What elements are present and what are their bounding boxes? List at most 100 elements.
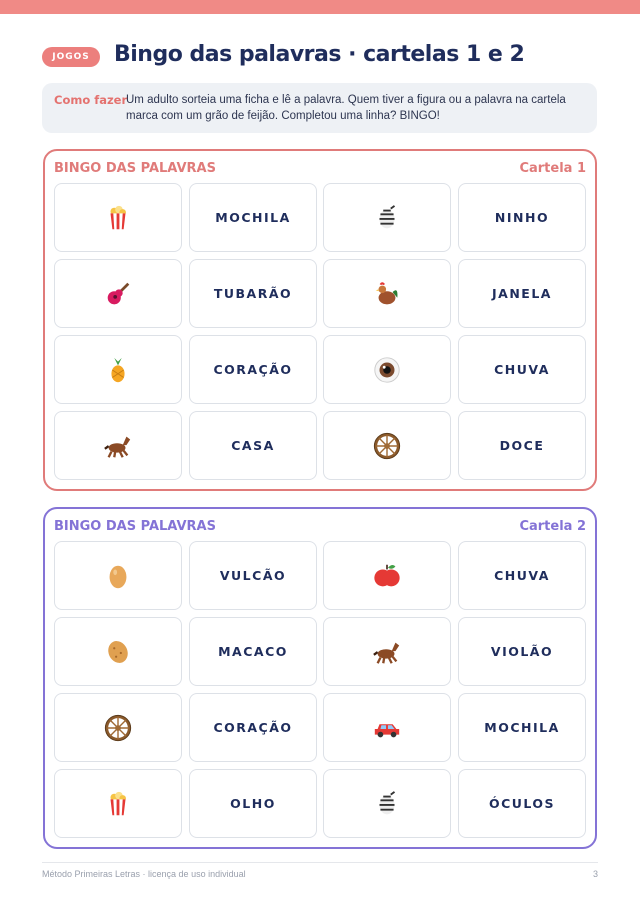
icon-cell bbox=[54, 693, 182, 762]
icon-cell bbox=[323, 617, 451, 686]
word: NINHO bbox=[494, 210, 550, 225]
picture-icon bbox=[111, 357, 125, 382]
word-cell: ÓCULOS bbox=[458, 769, 586, 838]
icon-shape bbox=[104, 714, 132, 741]
card-heading: BINGO DAS PALAVRAS bbox=[54, 161, 216, 176]
bingo-card: BINGO DAS PALAVRAS Cartela 2 VULCÃO CHUVA MA… bbox=[43, 507, 597, 849]
icon-cell bbox=[323, 411, 451, 480]
icon-cell bbox=[323, 259, 451, 328]
icon-shape bbox=[392, 289, 398, 298]
icon-shape bbox=[375, 288, 379, 291]
icon-shape bbox=[377, 648, 395, 659]
word-cell: CHUVA bbox=[458, 541, 586, 610]
word: TUBARÃO bbox=[213, 286, 293, 301]
icon-cell bbox=[54, 183, 182, 252]
icon-shape bbox=[390, 204, 396, 209]
word-cell: DOCE bbox=[458, 411, 586, 480]
icon-shape bbox=[378, 290, 396, 304]
icon-shape bbox=[115, 288, 123, 297]
word-cell: OLHO bbox=[189, 769, 317, 838]
picture-icon bbox=[110, 791, 126, 815]
word: CORAÇÃO bbox=[213, 720, 293, 735]
word: CASA bbox=[231, 438, 275, 453]
icon-shape bbox=[122, 436, 131, 445]
bingo-card: BINGO DAS PALAVRAS Cartela 1 MOCHILA NINHO T… bbox=[43, 149, 597, 491]
word-cell: MACACO bbox=[189, 617, 317, 686]
icon-shape bbox=[113, 646, 116, 649]
word-cell: VULCÃO bbox=[189, 541, 317, 610]
icon-shape bbox=[379, 209, 395, 225]
icon-shape bbox=[375, 434, 399, 457]
picture-icon bbox=[104, 714, 132, 741]
top-bar bbox=[0, 0, 640, 14]
word: MACACO bbox=[218, 644, 288, 659]
icon-shape bbox=[382, 568, 400, 586]
word-cell: TUBARÃO bbox=[189, 259, 317, 328]
icon-shape bbox=[108, 442, 126, 453]
icon-shape bbox=[390, 731, 397, 737]
picture-icon bbox=[104, 436, 131, 458]
word-cell: CORAÇÃO bbox=[189, 335, 317, 404]
icon-cell bbox=[323, 541, 451, 610]
icon-cell bbox=[323, 183, 451, 252]
icon-shape bbox=[104, 444, 110, 450]
picture-icon bbox=[379, 204, 396, 228]
picture-icon bbox=[374, 564, 400, 586]
icon-shape bbox=[119, 651, 122, 654]
word-cell: JANELA bbox=[458, 259, 586, 328]
picture-icon bbox=[107, 282, 130, 304]
word-cell: MOCHILA bbox=[189, 183, 317, 252]
page-title: Bingo das palavras · cartelas 1 e 2 bbox=[114, 42, 525, 67]
word: CORAÇÃO bbox=[213, 362, 293, 377]
icon-cell bbox=[54, 769, 182, 838]
icon-shape bbox=[379, 281, 385, 285]
picture-icon bbox=[109, 565, 127, 588]
word-cell: CHUVA bbox=[458, 335, 586, 404]
word-cell: NINHO bbox=[458, 183, 586, 252]
picture-icon bbox=[375, 281, 398, 304]
word: VIOLÃO bbox=[490, 644, 554, 659]
picture-icon bbox=[374, 356, 400, 383]
icon-shape bbox=[110, 798, 126, 815]
footer-rule bbox=[42, 862, 598, 863]
picture-icon bbox=[374, 723, 400, 737]
picture-icon bbox=[373, 432, 401, 459]
word: MOCHILA bbox=[215, 210, 291, 225]
icon-shape bbox=[115, 655, 118, 658]
icon-shape bbox=[110, 212, 126, 229]
word-cell: CORAÇÃO bbox=[189, 693, 317, 762]
icon-shape bbox=[114, 357, 122, 365]
card-label: Cartela 2 bbox=[519, 519, 586, 534]
icon-cell bbox=[323, 769, 451, 838]
section-tag: JOGOS bbox=[42, 47, 100, 67]
icon-shape bbox=[378, 285, 387, 293]
word-cell: CASA bbox=[189, 411, 317, 480]
icon-cell bbox=[54, 259, 182, 328]
icon-shape bbox=[387, 564, 396, 569]
word: JANELA bbox=[492, 286, 552, 301]
icon-shape bbox=[376, 655, 398, 664]
icon-shape bbox=[373, 432, 401, 459]
footer-text: Método Primeiras Letras · licença de uso… bbox=[42, 869, 246, 879]
icon-cell bbox=[54, 541, 182, 610]
word: ÓCULOS bbox=[488, 796, 556, 811]
icon-shape bbox=[108, 640, 128, 663]
picture-icon bbox=[108, 640, 128, 663]
icon-shape bbox=[109, 565, 127, 588]
word-cell: MOCHILA bbox=[458, 693, 586, 762]
icon-shape bbox=[113, 568, 118, 575]
instructions-text: Um adulto sorteia uma ficha e lê a palav… bbox=[126, 94, 566, 122]
icon-cell bbox=[54, 411, 182, 480]
picture-icon bbox=[110, 205, 126, 229]
icon-shape bbox=[107, 449, 129, 458]
word: OLHO bbox=[230, 796, 276, 811]
word: MOCHILA bbox=[484, 720, 560, 735]
word: CHUVA bbox=[494, 362, 550, 377]
icon-shape bbox=[377, 731, 384, 737]
icon-shape bbox=[380, 724, 395, 729]
instructions-label: Como fazer bbox=[54, 93, 128, 107]
picture-icon bbox=[379, 790, 396, 814]
icon-cell bbox=[54, 335, 182, 404]
